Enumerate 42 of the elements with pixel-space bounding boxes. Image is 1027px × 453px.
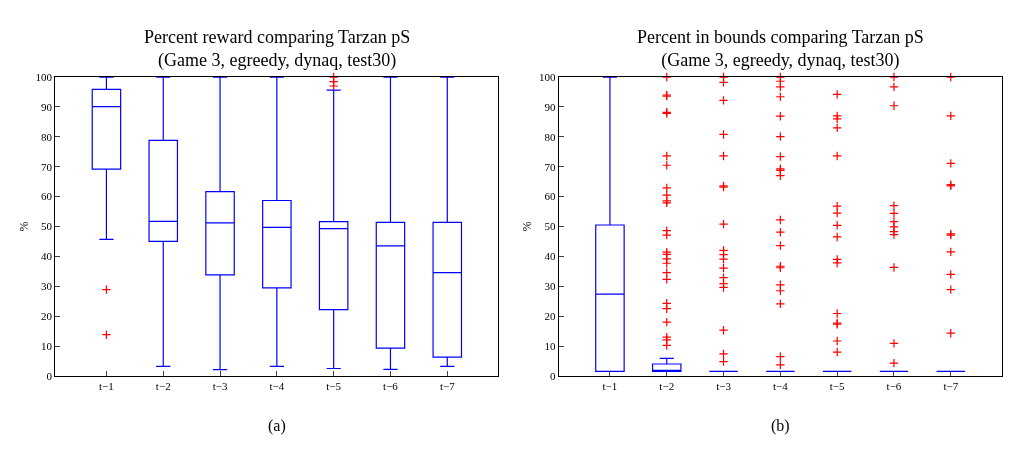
text: (a)	[268, 417, 286, 435]
x-tick-label: t−5	[829, 380, 846, 393]
y-tick-label: 90	[544, 100, 557, 113]
x-tick-label: t−3	[212, 380, 228, 393]
y-tick-label: 70	[544, 160, 557, 173]
y-tick-label: 60	[41, 190, 53, 203]
x-tick-label: t−2	[155, 380, 171, 393]
y-tick-label: 20	[41, 310, 53, 323]
x-tick-label: t−6	[383, 380, 399, 393]
y-tick-label: 60	[544, 190, 557, 203]
y-tick-label: 80	[41, 130, 53, 143]
x-tick-label: t−2	[659, 380, 675, 393]
x-tick-label: t−4	[269, 380, 285, 393]
y-tick-label: 50	[544, 220, 557, 233]
x-tick-label: t−1	[602, 380, 618, 393]
y-tick-label: 0	[550, 369, 557, 382]
y-tick-label: 40	[544, 250, 557, 263]
y-axis-title: %	[520, 221, 535, 232]
y-axis-title: %	[16, 221, 31, 232]
y-tick-label: 80	[544, 130, 557, 143]
text: (b)	[771, 417, 790, 435]
x-tick-label: t−7	[943, 380, 959, 393]
y-tick-label: 90	[41, 100, 53, 113]
y-tick-label: 100	[35, 70, 53, 83]
x-tick-label: t−6	[886, 380, 902, 393]
x-tick-label: t−5	[326, 380, 342, 393]
y-tick-label: 10	[41, 339, 53, 352]
y-tick-label: 30	[544, 280, 557, 293]
y-tick-label: 10	[544, 339, 557, 352]
chart-title: Percent in bounds comparing Tarzan pS (Game 3, egreedy, dynaq, test30)	[637, 27, 924, 72]
y-tick-label: 70	[41, 160, 53, 173]
x-tick-label: t−3	[716, 380, 732, 393]
y-tick-label: 20	[544, 310, 557, 323]
y-tick-label: 50	[41, 220, 53, 233]
y-tick-label: 100	[539, 70, 557, 83]
chart-title: Percent reward comparing Tarzan pS (Game 3, egreedy, dynaq, test30)	[144, 27, 411, 72]
x-tick-label: t−4	[772, 380, 789, 393]
x-tick-label: t−7	[439, 380, 456, 393]
y-tick-label: 0	[46, 369, 53, 382]
x-tick-label: t−1	[99, 380, 114, 393]
y-tick-label: 40	[41, 250, 53, 263]
y-tick-label: 30	[41, 280, 53, 293]
